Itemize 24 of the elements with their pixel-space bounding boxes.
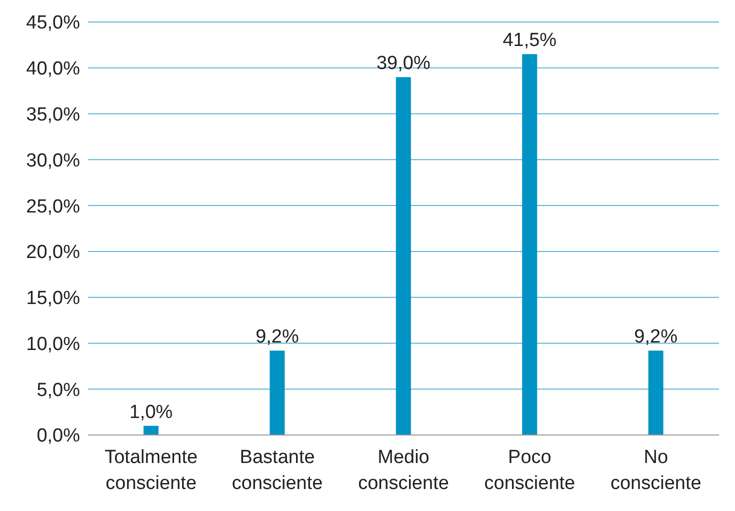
y-tick-label: 15,0%	[26, 288, 80, 310]
bar	[144, 426, 159, 435]
x-tick-label: No consciente	[610, 447, 702, 494]
x-tick-label: Poco consciente	[484, 447, 576, 494]
x-tick-label: Medio consciente	[358, 447, 449, 494]
y-tick-label: 35,0%	[26, 104, 80, 126]
data-label: 41,5%	[502, 30, 557, 52]
y-tick-label: 40,0%	[26, 58, 80, 80]
y-tick-label: 30,0%	[26, 150, 80, 172]
y-tick-label: 5,0%	[36, 380, 80, 401]
x-tick-label: Bastante consciente	[232, 447, 323, 494]
y-tick-label: 0,0%	[36, 426, 80, 447]
data-label: 9,2%	[634, 326, 678, 348]
bar	[270, 350, 285, 435]
y-tick-label: 25,0%	[26, 196, 80, 218]
y-tick-label: 20,0%	[26, 242, 80, 264]
y-tick-label: 45,0%	[26, 12, 80, 34]
bar	[522, 54, 538, 435]
data-label: 1,0%	[129, 402, 173, 423]
data-label: 9,2%	[256, 326, 299, 348]
x-tick-label: Totalmente consciente	[104, 447, 198, 494]
y-tick-label: 10,0%	[26, 334, 80, 355]
bar	[396, 77, 411, 435]
bar	[648, 350, 664, 435]
